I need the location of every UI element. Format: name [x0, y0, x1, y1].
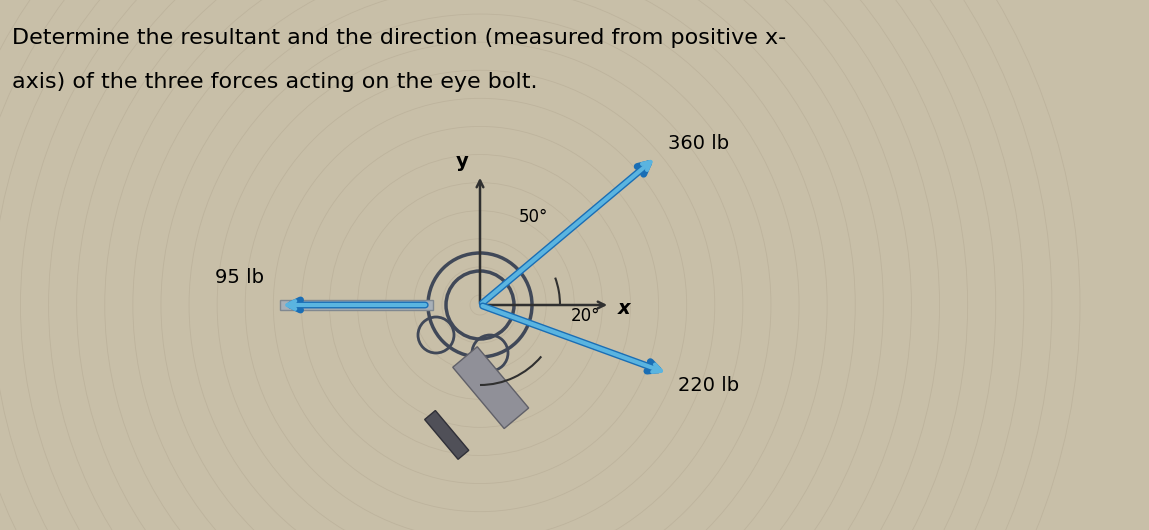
- Text: 20°: 20°: [571, 307, 600, 325]
- Text: axis) of the three forces acting on the eye bolt.: axis) of the three forces acting on the …: [11, 72, 538, 92]
- Text: 360 lb: 360 lb: [669, 134, 730, 153]
- Polygon shape: [453, 347, 529, 429]
- Text: x: x: [618, 299, 631, 319]
- Text: y: y: [456, 152, 469, 171]
- Text: 220 lb: 220 lb: [678, 376, 739, 395]
- FancyBboxPatch shape: [280, 300, 433, 310]
- Text: Determine the resultant and the direction (measured from positive x-: Determine the resultant and the directio…: [11, 28, 786, 48]
- Polygon shape: [425, 411, 469, 460]
- Text: 50°: 50°: [519, 208, 548, 226]
- Text: 95 lb: 95 lb: [215, 268, 264, 287]
